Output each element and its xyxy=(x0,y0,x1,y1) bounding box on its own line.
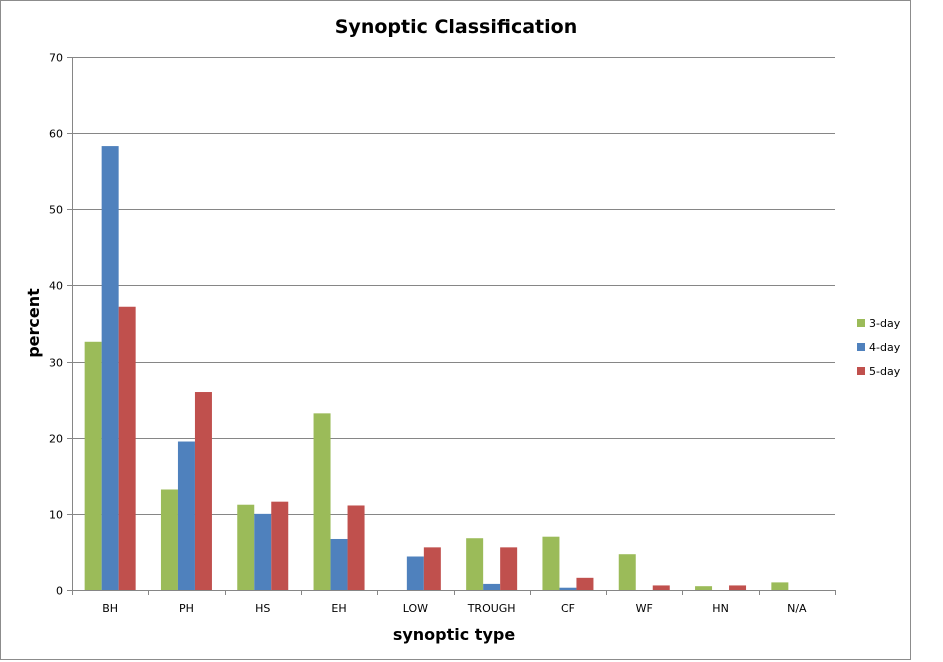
legend-label-4-day: 4-day xyxy=(869,341,901,354)
bar-4-day-TROUGH xyxy=(483,583,501,590)
chart-title: Synoptic Classification xyxy=(335,16,577,38)
bar-4-day-CF xyxy=(559,587,577,590)
legend-label-3-day: 3-day xyxy=(869,317,901,330)
bar-3-day-TROUGH xyxy=(466,538,484,590)
legend-swatch-3-day xyxy=(857,319,865,327)
x-tick-label: HS xyxy=(255,602,270,615)
bar-4-day-HS xyxy=(254,513,272,590)
legend: 3-day 4-day 5-day xyxy=(857,317,901,378)
y-tick-label: 60 xyxy=(49,128,63,141)
x-tick-label: BH xyxy=(102,602,118,615)
bars xyxy=(84,146,789,590)
y-tick-label: 0 xyxy=(56,585,63,598)
bar-3-day-EH xyxy=(313,413,331,590)
x-tick-label: HN xyxy=(712,602,729,615)
bar-3-day-HS xyxy=(237,504,255,590)
bar-5-day-WF xyxy=(652,585,670,590)
bar-5-day-TROUGH xyxy=(500,547,518,590)
legend-swatch-4-day xyxy=(857,343,865,351)
bar-5-day-HN xyxy=(729,585,747,590)
x-axis: BH PH HS EH LOW TROUGH CF WF HN N/A xyxy=(72,57,836,615)
bar-3-day-N/A xyxy=(771,582,789,590)
bar-4-day-BH xyxy=(101,146,119,590)
chart-frame: Synoptic Classification 0 10 20 30 40 50 60 70 … xyxy=(0,0,911,660)
bar-chart: Synoptic Classification 010203040506070 … xyxy=(24,16,901,644)
bar-3-day-WF xyxy=(618,554,636,590)
x-tick-label: WF xyxy=(636,602,653,615)
legend-swatch-5-day xyxy=(857,367,865,375)
y-axis-ticks: 0 10 20 30 40 50 60 70 xyxy=(49,52,72,598)
bar-3-day-HN xyxy=(695,586,713,590)
bar-5-day-HS xyxy=(271,501,289,590)
bar-5-day-BH xyxy=(118,306,136,590)
bar-4-day-LOW xyxy=(406,556,424,590)
bar-3-day-PH xyxy=(160,489,178,590)
x-tick-label: N/A xyxy=(787,602,807,615)
y-tick-label: 10 xyxy=(49,509,63,522)
bar-5-day-PH xyxy=(194,392,212,590)
x-tick-label: TROUGH xyxy=(467,602,516,615)
bar-5-day-CF xyxy=(576,577,594,590)
y-tick-label: 70 xyxy=(49,52,63,65)
bar-5-day-LOW xyxy=(423,547,441,590)
bar-4-day-EH xyxy=(330,538,348,590)
y-tick-label: 40 xyxy=(49,280,63,293)
x-tick-label: PH xyxy=(179,602,194,615)
y-tick-label: 50 xyxy=(49,204,63,217)
y-axis-title: percent xyxy=(24,288,43,358)
x-tick-label: CF xyxy=(561,602,575,615)
bar-4-day-PH xyxy=(177,441,195,590)
x-axis-title: synoptic type xyxy=(393,625,516,644)
x-tick-label: LOW xyxy=(403,602,428,615)
legend-label-5-day: 5-day xyxy=(869,365,901,378)
y-tick-label: 20 xyxy=(49,433,63,446)
bar-5-day-EH xyxy=(347,505,365,590)
bar-3-day-CF xyxy=(542,536,560,590)
bar-3-day-BH xyxy=(84,341,102,590)
x-tick-label: EH xyxy=(331,602,346,615)
y-tick-label: 30 xyxy=(49,357,63,370)
